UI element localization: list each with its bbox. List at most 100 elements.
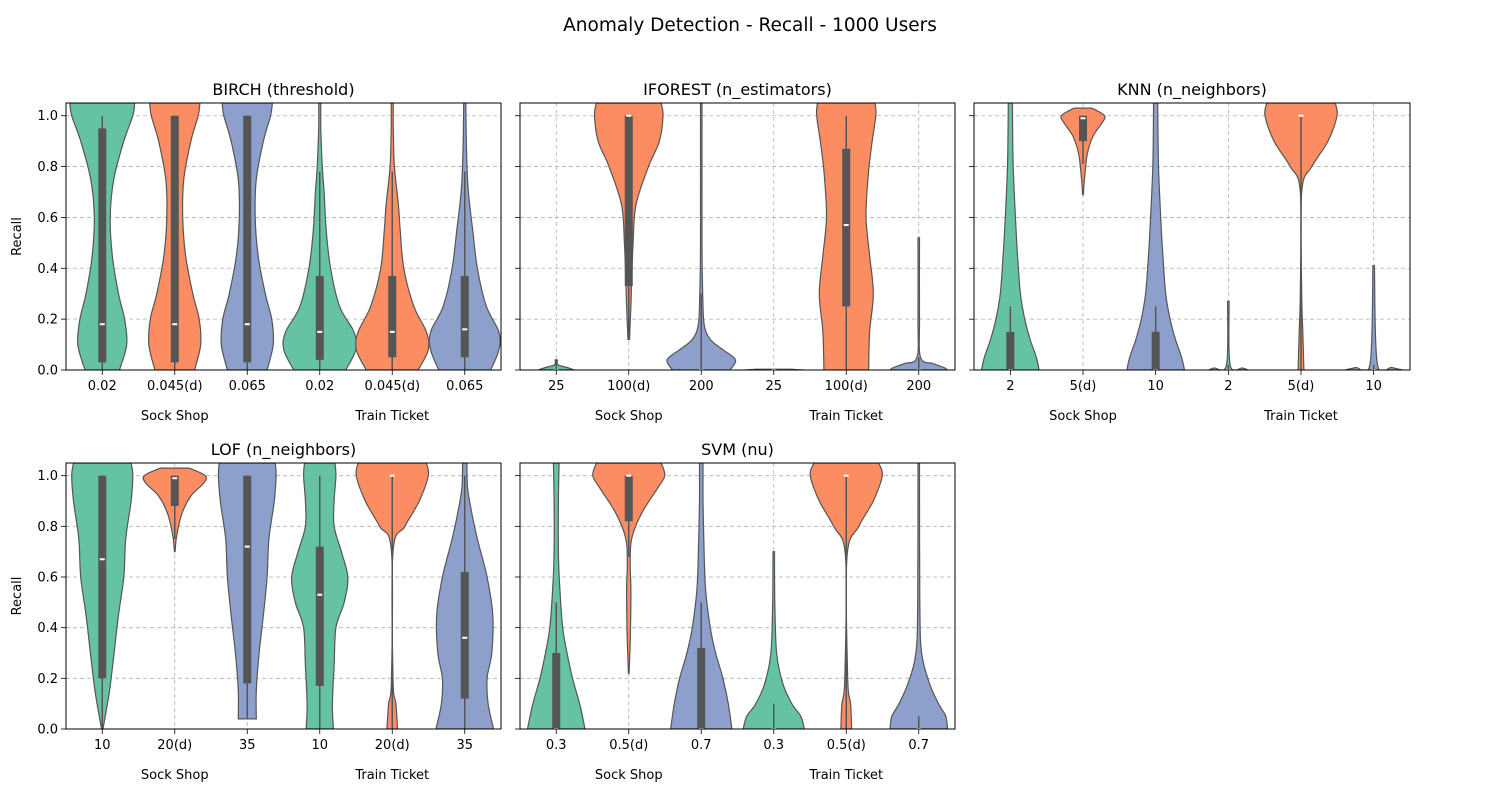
group-label: Sock Shop [141, 409, 209, 424]
y-tick-label: 1.0 [37, 469, 58, 484]
x-tick-label: 10 [1365, 379, 1382, 394]
x-tick-label: 0.065 [229, 379, 266, 394]
x-tick-label: 35 [239, 738, 256, 753]
x-tick-label: 35 [456, 738, 473, 753]
panel-title: SVM (nu) [701, 440, 774, 459]
violin-knn-2 [1126, 103, 1186, 370]
violin-svm-3 [742, 551, 806, 729]
x-tick-label: 0.5(d) [827, 738, 866, 753]
group-label: Sock Shop [141, 768, 209, 783]
violin-iqr-box [315, 275, 324, 360]
violin-iqr-box [460, 275, 469, 358]
violin-iqr-box [170, 115, 179, 363]
group-label: Train Ticket [1263, 409, 1338, 424]
x-tick-label: 25 [765, 379, 782, 394]
y-tick-label: 0.4 [37, 621, 58, 636]
group-label: Train Ticket [354, 409, 429, 424]
violin-iforest-5 [888, 237, 949, 370]
x-tick-label: 0.3 [546, 738, 567, 753]
axes-frame [519, 462, 956, 730]
x-tick-label: 10 [1147, 379, 1164, 394]
x-tick-label: 0.045(d) [147, 379, 203, 394]
violin-iqr-box [1006, 331, 1015, 370]
x-tick-label: 100(d) [825, 379, 868, 394]
x-tick-label: 5(d) [1070, 379, 1097, 394]
x-tick-label: 2 [1224, 379, 1232, 394]
panel-lof: LOF (n_neighbors) 0.0 0.2 0.4 0.6 0.8 1.0 10 20(… [10, 440, 502, 783]
violins [71, 463, 495, 729]
violin-knn-0 [980, 103, 1040, 370]
x-tick-label: 0.7 [908, 738, 929, 753]
x-tick-label: 0.045(d) [364, 379, 420, 394]
panel-knn: KNN (n_neighbors) 2 5(d) 10 2 5(d) 10 Sock Shop… [969, 80, 1411, 424]
panel-title: BIRCH (threshold) [212, 80, 354, 99]
violins [526, 463, 949, 729]
y-tick-label: 0.4 [37, 262, 58, 277]
panel-iforest: IFOREST (n_estimators) 25 100(d) 200 25 100(d… [515, 80, 956, 424]
panel-svm: SVM (nu) 0.3 0.5(d) 0.7 0.3 0.5(d) 0.7 Sock Sho… [515, 440, 956, 783]
violins [980, 103, 1403, 370]
x-tick-label: 0.02 [88, 379, 117, 394]
violin-iqr-box [460, 571, 469, 699]
x-tick-label: 200 [689, 379, 714, 394]
violin-iqr-box [98, 128, 107, 363]
violins [69, 103, 501, 370]
violin-iqr-box [624, 475, 633, 522]
violin-iforest-2 [666, 103, 737, 370]
violin-iqr-box [243, 115, 252, 363]
group-label: Sock Shop [595, 409, 663, 424]
y-tick-label: 0.2 [37, 672, 58, 687]
x-tick-label: 5(d) [1288, 379, 1315, 394]
x-tick-label: 10 [94, 738, 111, 753]
axes-frame [65, 462, 502, 730]
panel-title: LOF (n_neighbors) [211, 440, 356, 460]
violin-knn-5 [1344, 265, 1403, 370]
group-label: Sock Shop [595, 768, 663, 783]
panel-birch: BIRCH (threshold) 0.0 0.2 0.4 0.6 0.8 1.0 0.02 0… [10, 80, 502, 424]
axes-frame [973, 102, 1411, 371]
group-label: Train Ticket [808, 768, 883, 783]
violin-knn-3 [1208, 300, 1249, 370]
y-tick-label: 0.8 [37, 160, 58, 175]
panels: BIRCH (threshold)0.00.20.40.60.81.00.02 0… [10, 80, 1411, 783]
y-tick-label: 0.0 [37, 723, 58, 738]
violin-iqr-box [552, 653, 561, 729]
y-tick-label: 0.6 [37, 211, 58, 226]
y-tick-label: 0.0 [37, 364, 58, 379]
x-tick-label: 0.065 [446, 379, 483, 394]
violin-svm-1 [592, 463, 666, 674]
figure-title: Anomaly Detection - Recall - 1000 Users [563, 15, 937, 36]
violin-iqr-box [98, 475, 107, 679]
panel-title: KNN (n_neighbors) [1117, 80, 1267, 100]
x-tick-label: 0.7 [691, 738, 712, 753]
violins [538, 103, 949, 370]
x-tick-label: 0.3 [763, 738, 784, 753]
x-tick-label: 200 [906, 379, 931, 394]
x-tick-label: 0.02 [305, 379, 334, 394]
violin-iqr-box [243, 475, 252, 684]
x-tick-label: 20(d) [157, 738, 192, 753]
group-label: Train Ticket [354, 768, 429, 783]
x-tick-label: 2 [1006, 379, 1014, 394]
violin-svm-0 [526, 463, 586, 729]
x-tick-label: 100(d) [607, 379, 650, 394]
y-axis-label: Recall [10, 577, 25, 616]
axes-frame [519, 102, 956, 371]
y-tick-label: 1.0 [37, 109, 58, 124]
panel-title: IFOREST (n_estimators) [643, 80, 832, 100]
x-tick-label: 10 [311, 738, 328, 753]
violin-iqr-box [1151, 331, 1160, 370]
violin-iqr-box [170, 475, 179, 507]
x-tick-label: 25 [548, 379, 565, 394]
x-tick-label: 0.5(d) [609, 738, 648, 753]
violin-iqr-box [315, 546, 324, 686]
y-tick-label: 0.6 [37, 571, 58, 586]
y-axis-label: Recall [10, 217, 25, 256]
y-tick-label: 0.2 [37, 313, 58, 328]
violin-svm-2 [669, 463, 733, 729]
group-label: Train Ticket [808, 409, 883, 424]
violin-iqr-box [624, 115, 633, 287]
y-tick-label: 0.8 [37, 520, 58, 535]
x-tick-label: 20(d) [375, 738, 410, 753]
